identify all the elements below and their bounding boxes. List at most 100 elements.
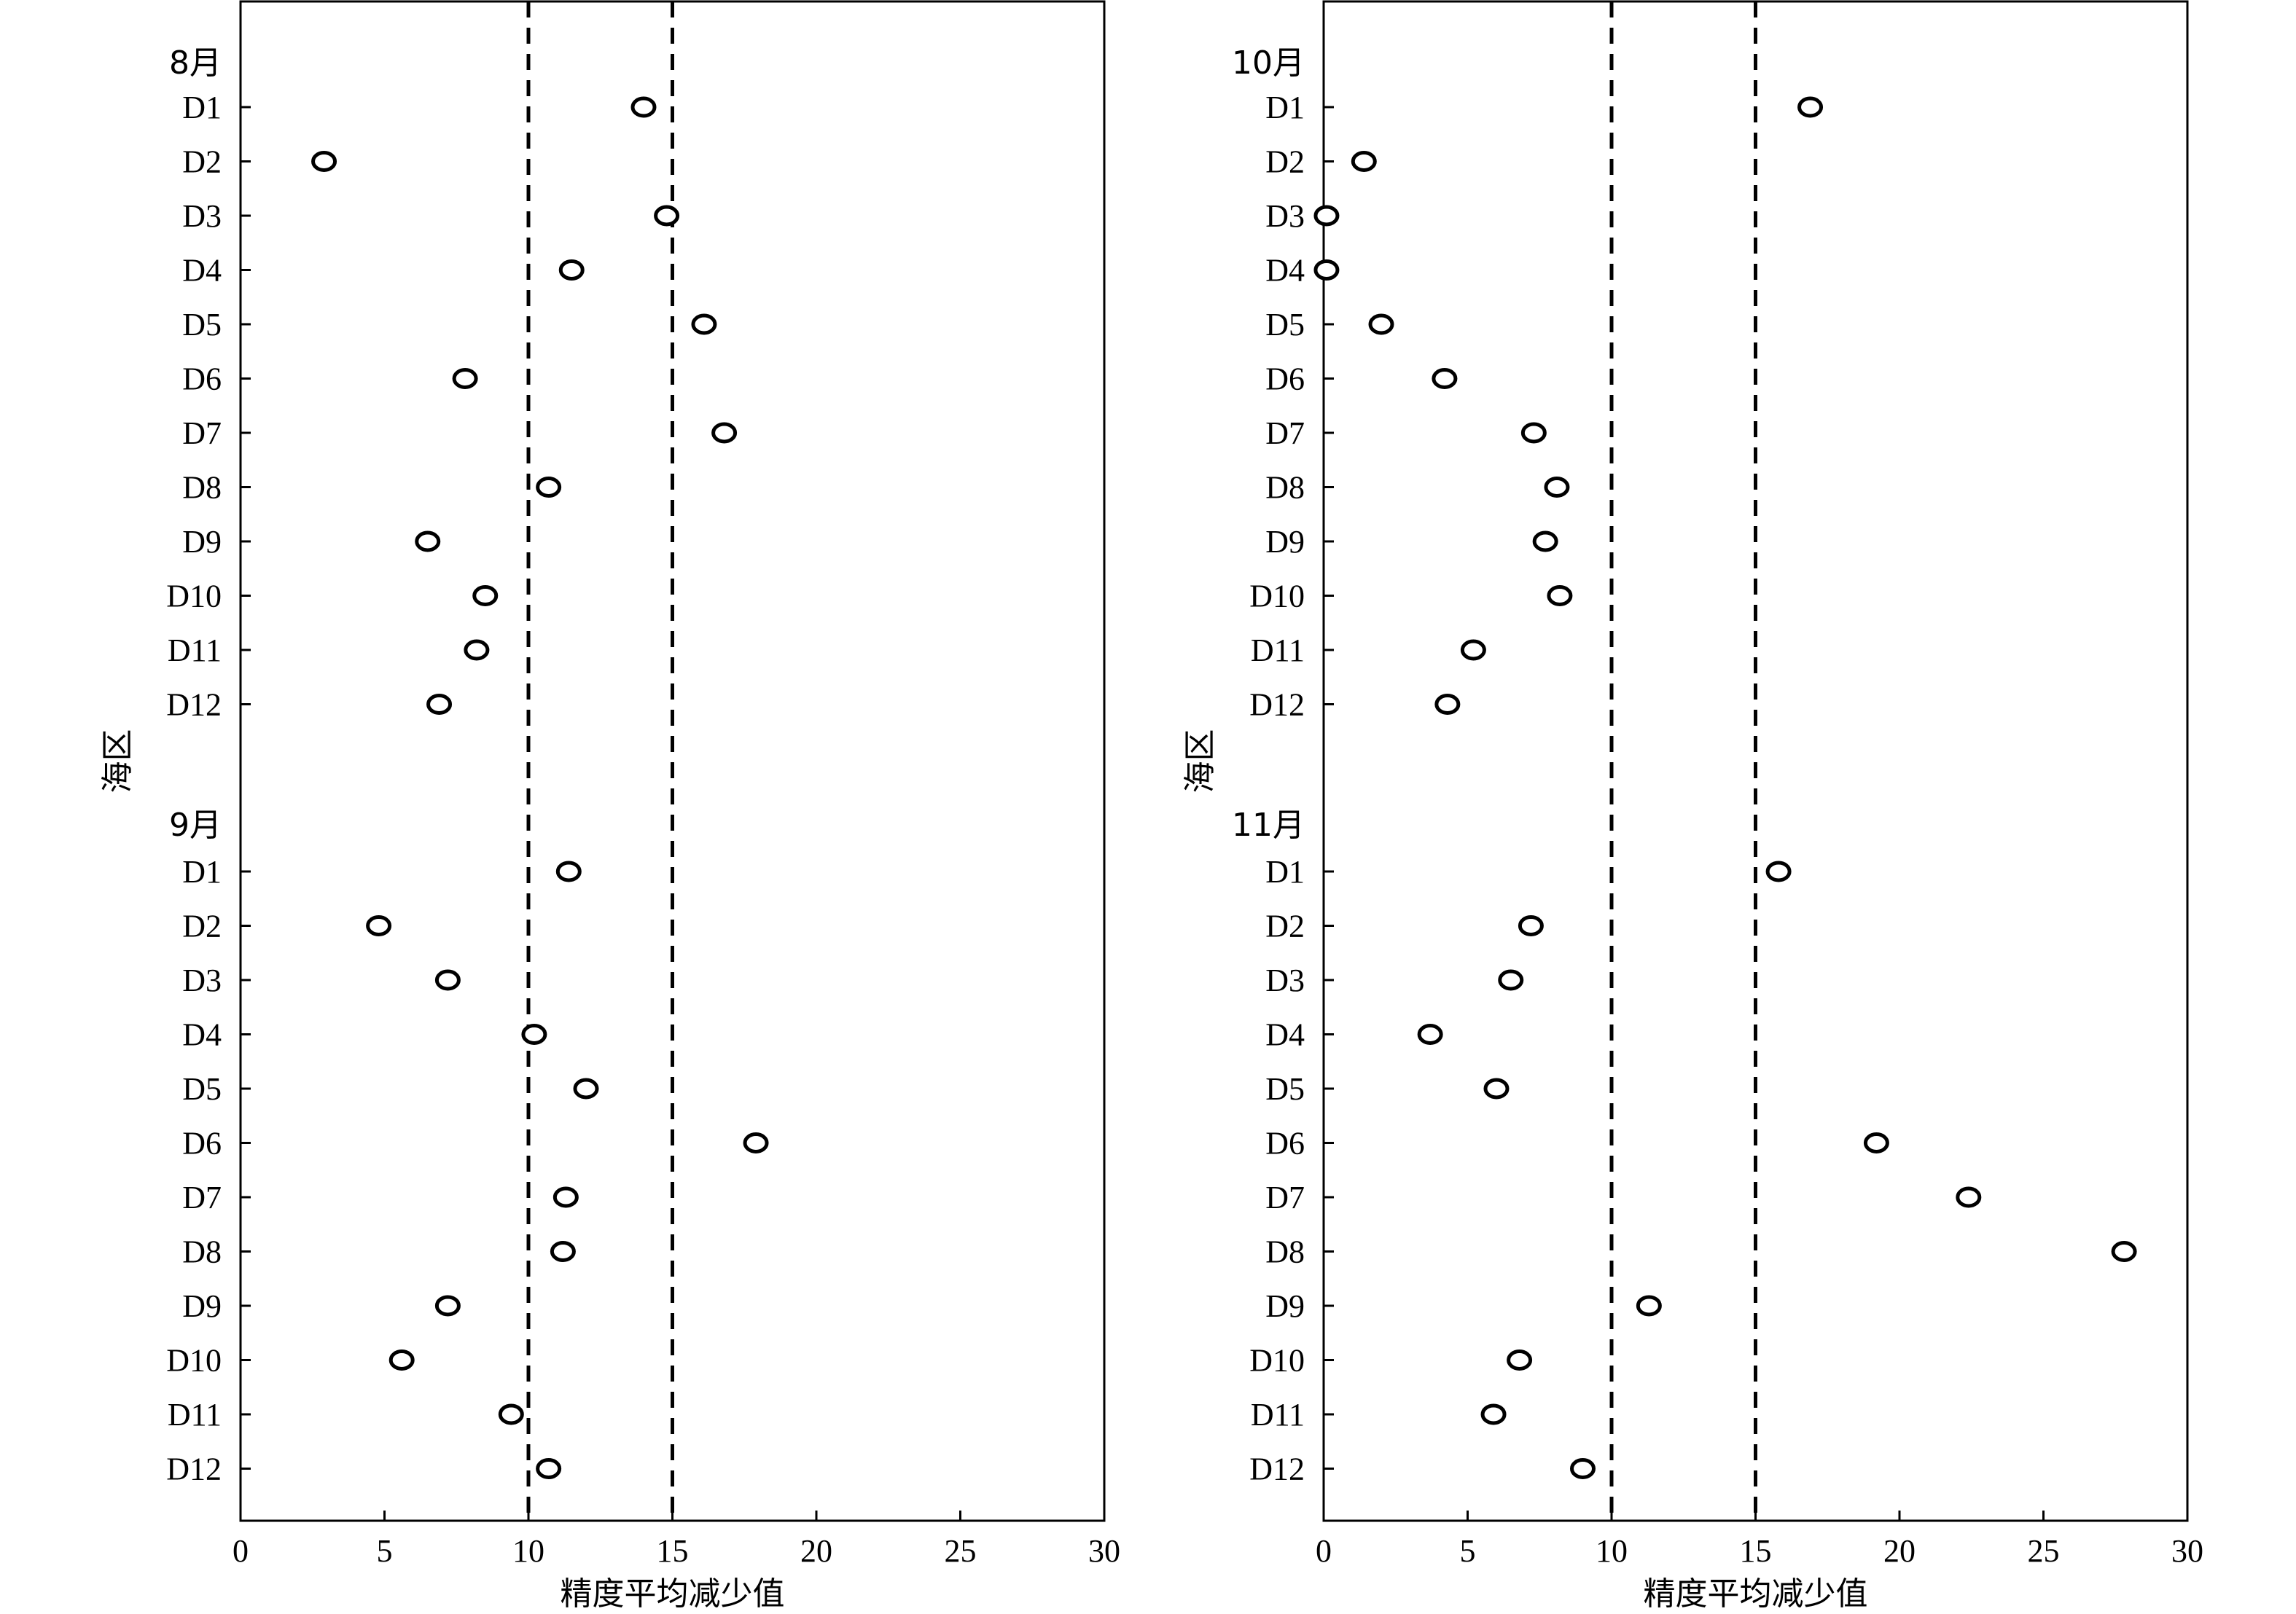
data-point (536, 477, 562, 498)
y-tick-label: D11 (168, 632, 222, 668)
y-tick-label: D9 (1265, 524, 1305, 560)
y-tick-label: D2 (182, 909, 222, 944)
x-tick-label: 10 (1596, 1533, 1628, 1569)
y-tick-label: D1 (182, 90, 222, 125)
data-point (1532, 530, 1558, 552)
data-point (1797, 96, 1824, 118)
y-tick-label: D8 (182, 470, 222, 506)
y-tick-label: D4 (1265, 1017, 1305, 1053)
x-tick-label: 15 (1740, 1533, 1772, 1569)
data-point (1544, 477, 1570, 498)
data-point (1417, 1024, 1443, 1045)
y-tick-label: D3 (1265, 963, 1305, 998)
y-tick-label: D12 (166, 687, 222, 723)
data-point (743, 1132, 769, 1153)
x-tick-label: 15 (657, 1533, 689, 1569)
y-tick-label: D10 (1249, 1343, 1305, 1379)
y-tick-label: D5 (1265, 1071, 1305, 1107)
data-point (573, 1078, 599, 1100)
y-tick-label: D5 (182, 1071, 222, 1107)
y-tick-label: D10 (166, 579, 222, 614)
data-point (1313, 205, 1340, 227)
x-axis-label: 精度平均减少值 (561, 1575, 785, 1613)
group-label: 10月 (1232, 44, 1305, 82)
x-tick-label: 10 (512, 1533, 544, 1569)
data-point (464, 639, 490, 661)
y-tick-label: D3 (182, 198, 222, 234)
y-tick-label: D7 (182, 1180, 222, 1215)
y-tick-label: D6 (182, 1126, 222, 1161)
x-axis-label: 精度平均减少值 (1644, 1575, 1868, 1613)
y-tick-label: D1 (182, 854, 222, 890)
data-point (1636, 1295, 1662, 1317)
group-label: 11月 (1232, 807, 1305, 844)
y-tick-label: D5 (1265, 307, 1305, 342)
data-point (630, 96, 657, 118)
data-point (1547, 585, 1573, 606)
data-point (654, 205, 680, 227)
data-point (498, 1403, 524, 1425)
data-point (1498, 969, 1524, 991)
x-tick-label: 25 (945, 1533, 977, 1569)
data-point (434, 1295, 461, 1317)
data-point (552, 1186, 579, 1208)
y-tick-label: D8 (1265, 470, 1305, 506)
y-tick-label: D11 (168, 1397, 222, 1433)
data-point (1765, 861, 1792, 882)
data-point (550, 1241, 576, 1262)
x-tick-label: 5 (1460, 1533, 1476, 1569)
y-tick-label: D2 (182, 144, 222, 180)
y-tick-label: D8 (1265, 1234, 1305, 1270)
data-point (1480, 1403, 1507, 1425)
y-axis-label: 海区 (99, 729, 136, 794)
x-tick-label: 20 (800, 1533, 832, 1569)
data-point (1518, 915, 1544, 936)
y-tick-label: D12 (166, 1452, 222, 1487)
data-point (434, 969, 461, 991)
y-tick-label: D4 (1265, 253, 1305, 289)
data-point (1570, 1458, 1596, 1479)
y-tick-label: D11 (1251, 1397, 1305, 1433)
x-tick-label: 30 (2171, 1533, 2203, 1569)
data-point (366, 915, 392, 936)
y-tick-label: D2 (1265, 144, 1305, 180)
data-point (1368, 313, 1394, 335)
x-tick-label: 25 (2028, 1533, 2060, 1569)
data-point (1863, 1132, 1889, 1153)
y-tick-label: D9 (182, 1288, 222, 1324)
y-tick-label: D12 (1249, 687, 1305, 723)
y-tick-label: D11 (1251, 632, 1305, 668)
x-tick-label: 30 (1088, 1533, 1120, 1569)
data-point (311, 151, 337, 172)
data-point (426, 694, 453, 715)
data-point (711, 422, 738, 444)
data-point (1351, 151, 1377, 172)
data-point (472, 585, 499, 606)
data-point (1956, 1186, 1982, 1208)
data-point (558, 259, 585, 281)
x-tick-label: 5 (377, 1533, 393, 1569)
data-point (1313, 259, 1340, 281)
y-tick-label: D9 (182, 524, 222, 560)
y-tick-label: D7 (1265, 415, 1305, 451)
data-point (1460, 639, 1486, 661)
data-point (691, 313, 717, 335)
y-tick-label: D1 (1265, 854, 1305, 890)
y-tick-label: D8 (182, 1234, 222, 1270)
y-tick-label: D4 (182, 1017, 222, 1053)
data-point (1520, 422, 1547, 444)
data-point (1507, 1349, 1533, 1371)
y-tick-label: D5 (182, 307, 222, 342)
y-tick-label: D6 (1265, 361, 1305, 397)
y-tick-label: D4 (182, 253, 222, 289)
y-tick-label: D3 (182, 963, 222, 998)
y-tick-label: D3 (1265, 198, 1305, 234)
chart-panel-right: 0 5 10 15 20 25 30 精度平均减少值 海区 10月 D1 D2 D3 D4 D5 D6 D7 D8… (1182, 0, 2203, 1613)
data-point (555, 861, 582, 882)
data-point (1434, 694, 1461, 715)
y-tick-label: D9 (1265, 1288, 1305, 1324)
data-point (1483, 1078, 1510, 1100)
y-tick-label: D10 (166, 1343, 222, 1379)
data-point (1432, 368, 1458, 389)
y-tick-label: D12 (1249, 1452, 1305, 1487)
